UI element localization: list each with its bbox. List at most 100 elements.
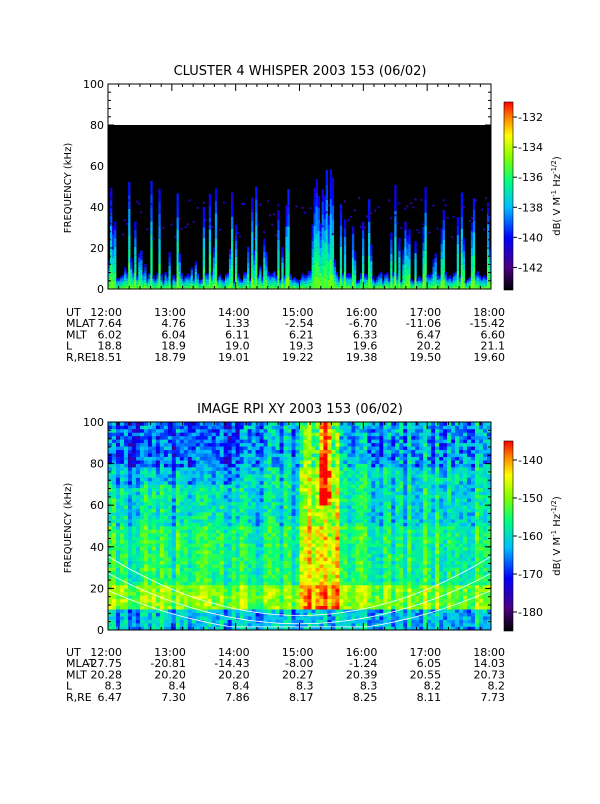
spectrogram-cell (300, 453, 304, 457)
ephemeris-value: 19.60 (474, 351, 506, 364)
spectrogram-cell (248, 484, 252, 488)
spectrogram-cell (124, 443, 128, 447)
spectrogram-cell (261, 286, 263, 288)
spectrogram-cell (311, 481, 315, 485)
spectrogram-cell (216, 595, 220, 599)
spectrogram-cell (280, 477, 284, 481)
spectrogram-cell (264, 606, 268, 610)
spectrogram-cell (252, 477, 256, 481)
spectrogram-cell (310, 282, 312, 284)
spectrogram-cell (236, 460, 240, 464)
spectrogram-cell (219, 278, 221, 280)
spectrogram-cell (148, 509, 152, 513)
spectrogram-cell (252, 543, 256, 547)
spectrogram-cell (212, 592, 216, 596)
spectrogram-cell (172, 609, 176, 613)
spectrogram-cell (216, 592, 220, 596)
spectrogram-cell (288, 464, 292, 468)
spectrogram-cell (400, 282, 402, 283)
spectrogram-cell (296, 554, 300, 558)
spectrogram-cell (124, 547, 128, 551)
spectrogram-cell (307, 505, 311, 509)
spectrogram-cell (192, 471, 196, 475)
spectrogram-cell (479, 275, 481, 277)
spectrogram-cell (280, 429, 284, 433)
spectrogram-cell (128, 429, 132, 433)
spectrogram-cell (264, 554, 268, 558)
spectrogram-cell (314, 188, 316, 201)
spectrogram-cell (229, 269, 231, 274)
spectrogram-cell (120, 464, 124, 468)
spectrogram-cell (435, 254, 437, 258)
spectrogram-cell (134, 272, 136, 280)
spectrogram-cell (441, 274, 443, 282)
spectrogram-cell (154, 287, 156, 288)
spectrogram-cell (168, 568, 172, 572)
spectrogram-cell (200, 581, 204, 585)
spectrogram-cell (271, 275, 273, 277)
spectrogram-cell (209, 241, 211, 253)
spectrogram-cell (132, 471, 136, 475)
spectrogram-cell (192, 523, 196, 527)
spectrogram-cell (208, 540, 212, 544)
spectrogram-cell (164, 533, 168, 537)
spectrogram-cell (191, 278, 193, 281)
spectrogram-cell (292, 592, 296, 596)
spectrogram-cell (120, 278, 122, 280)
spectrogram-cell (179, 218, 181, 220)
spectrogram-cell (366, 215, 368, 217)
spectrogram-cell (128, 481, 132, 485)
spectrogram-cell (152, 554, 156, 558)
spectrogram-cell (244, 561, 248, 565)
spectrogram-cell (244, 453, 248, 457)
spectrogram-cell (176, 523, 180, 527)
spectrogram-cell (128, 592, 132, 596)
spectrogram-cell (320, 234, 322, 236)
spectrogram-cell (260, 609, 264, 613)
spectrogram-cell (136, 540, 140, 544)
spectrogram-cell (296, 429, 300, 433)
spectrogram-cell (300, 550, 304, 554)
spectrogram-cell (225, 280, 227, 282)
spectrogram-cell (192, 623, 196, 627)
spectrogram-cell (260, 602, 264, 606)
spectrogram-cell (212, 464, 216, 468)
spectrogram-cell (231, 192, 233, 204)
spectrogram-cell (272, 543, 276, 547)
spectrogram-cell (412, 283, 414, 284)
spectrogram-cell (112, 571, 116, 575)
spectrogram-cell (396, 276, 398, 278)
spectrogram-cell (338, 284, 340, 286)
spectrogram-cell (247, 278, 249, 283)
spectrogram-cell (256, 540, 260, 544)
spectrogram-cell (136, 278, 138, 280)
spectrogram-cell (196, 477, 200, 481)
spectrogram-cell (300, 502, 304, 506)
spectrogram-cell (124, 571, 128, 575)
spectrogram-cell (217, 283, 219, 285)
spectrogram-cell (404, 222, 406, 230)
spectrogram-cell (255, 225, 257, 238)
spectrogram-cell (128, 575, 132, 579)
spectrogram-cell (284, 557, 288, 561)
spectrogram-cell (296, 495, 300, 499)
spectrogram-cell (164, 446, 168, 450)
spectrogram-cell (433, 259, 435, 263)
spectrogram-cell (248, 564, 252, 568)
spectrogram-cell (227, 281, 229, 283)
spectrogram-cell (315, 606, 319, 610)
spectrogram-cell (232, 571, 236, 575)
spectrogram-cell (112, 564, 116, 568)
spectrogram-cell (280, 446, 284, 450)
spectrogram-cell (233, 282, 235, 283)
spectrogram-cell (272, 533, 276, 537)
spectrogram-cell (441, 259, 443, 267)
spectrogram-cell (212, 523, 216, 527)
spectrogram-cell (368, 222, 370, 233)
spectrogram-cell (368, 278, 370, 289)
spectrogram-cell (288, 467, 292, 471)
spectrogram-cell (189, 199, 191, 201)
spectrogram-cell (284, 432, 288, 436)
spectrogram-cell (276, 602, 280, 606)
spectrogram-cell (247, 268, 249, 273)
